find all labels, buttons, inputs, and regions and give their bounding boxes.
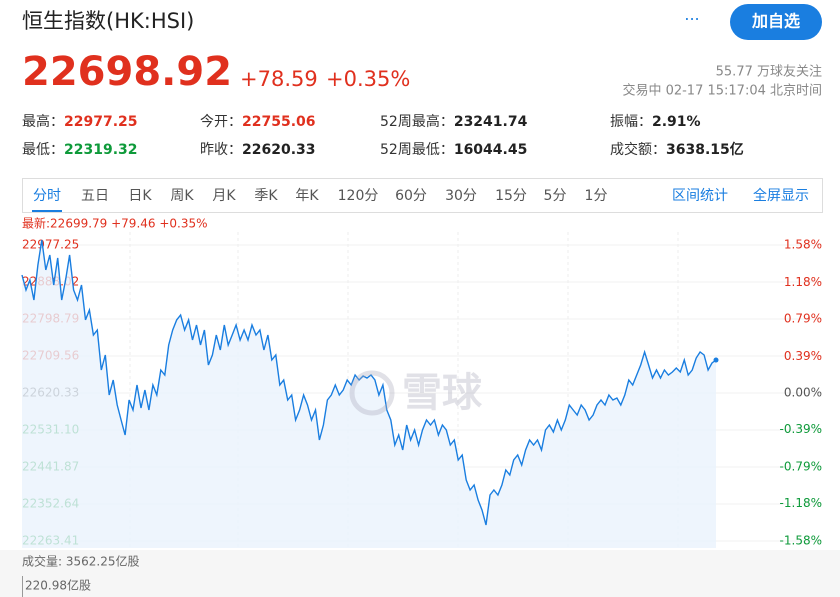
y2-tick-label: 0.39% xyxy=(784,349,822,363)
stat: 52周最高：23241.74 xyxy=(380,113,528,130)
tab-bar xyxy=(22,178,823,213)
tab[interactable]: 周K xyxy=(170,188,194,204)
y2-tick-label: -0.39% xyxy=(780,422,822,436)
stat-label: 最高： xyxy=(22,113,64,130)
tab[interactable]: 15分 xyxy=(495,188,527,204)
stat-value: 3638.15亿 xyxy=(666,141,744,158)
tool[interactable]: 全屏显示 xyxy=(753,187,809,204)
price: 22698.92 xyxy=(22,49,232,95)
area xyxy=(22,240,716,548)
stat-value: 22620.33 xyxy=(242,142,316,158)
y2-tick-label: 1.18% xyxy=(784,275,822,289)
y2-tick-label: -0.79% xyxy=(780,460,822,474)
stat-label: 今开： xyxy=(200,114,242,130)
tab[interactable]: 30分 xyxy=(445,188,477,204)
volume-label: 成交量: 3562.25亿股 xyxy=(22,554,139,569)
stat: 最低：22319.32 xyxy=(22,142,138,158)
stat-value: 2.91% xyxy=(652,114,701,130)
change-pct: +0.35% xyxy=(326,67,410,91)
stat-label: 52周最低： xyxy=(380,142,454,158)
tab[interactable]: 五日 xyxy=(81,188,109,204)
tab[interactable]: 60分 xyxy=(395,188,427,204)
stat: 52周最低：16044.45 xyxy=(380,142,527,158)
y2-tick-label: -1.18% xyxy=(780,496,822,510)
stat-label: 成交额： xyxy=(610,141,666,158)
change: +78.59 xyxy=(240,67,318,91)
volume-scale: 220.98亿股 xyxy=(25,578,91,593)
tab[interactable]: 5分 xyxy=(544,188,567,204)
y2-tick-label: 0.79% xyxy=(784,312,822,326)
tab[interactable]: 季K xyxy=(254,188,278,204)
add-button-label[interactable]: 加自选 xyxy=(751,12,800,31)
status: 交易中 02-17 15:17:04 北京时间 xyxy=(622,83,822,99)
stat: 最高：22977.25 xyxy=(22,113,138,130)
stat-value: 16044.45 xyxy=(454,142,528,158)
stat-value: 22319.32 xyxy=(64,142,138,158)
tab[interactable]: 分时 xyxy=(33,188,61,204)
y2-tick-label: 0.00% xyxy=(784,386,822,400)
y2-tick-label: -1.58% xyxy=(780,534,822,548)
stat-value: 22755.06 xyxy=(242,114,316,130)
y-tick-label: 22977.25 xyxy=(22,238,79,252)
stat-value: 22977.25 xyxy=(64,114,138,130)
watermark: 雪球 xyxy=(349,370,483,416)
tab[interactable]: 年K xyxy=(295,188,319,204)
add-button[interactable] xyxy=(730,4,822,40)
stat-label: 振幅： xyxy=(610,114,652,130)
stat: 成交额：3638.15亿 xyxy=(610,141,744,158)
more-button[interactable]: ··· xyxy=(684,10,699,29)
title: 恒生指数(HK:HSI) xyxy=(22,9,194,33)
tab[interactable]: 日K xyxy=(128,188,152,204)
stat-label: 昨收： xyxy=(200,142,242,158)
watermark-logo xyxy=(349,370,395,416)
stat-value: 23241.74 xyxy=(454,114,528,130)
followers: 55.77 万球友关注 xyxy=(716,64,822,80)
tab[interactable]: 120分 xyxy=(338,188,379,204)
watermark-text: 雪球 xyxy=(402,370,483,416)
volume-panel xyxy=(0,550,840,597)
latest: 最新:22699.79 +79.46 +0.35% xyxy=(22,216,208,231)
tab[interactable]: 1分 xyxy=(585,188,608,204)
last-dot xyxy=(713,357,719,363)
y2-tick-label: 1.58% xyxy=(784,238,822,252)
tab[interactable]: 月K xyxy=(212,188,236,204)
stat-label: 最低： xyxy=(22,142,64,158)
stat-label: 52周最高： xyxy=(380,113,454,130)
stat: 昨收：22620.33 xyxy=(200,142,316,158)
stat: 振幅：2.91% xyxy=(610,114,701,130)
price-line xyxy=(21,239,717,526)
stat: 今开：22755.06 xyxy=(200,114,316,130)
tool[interactable]: 区间统计 xyxy=(672,188,728,204)
